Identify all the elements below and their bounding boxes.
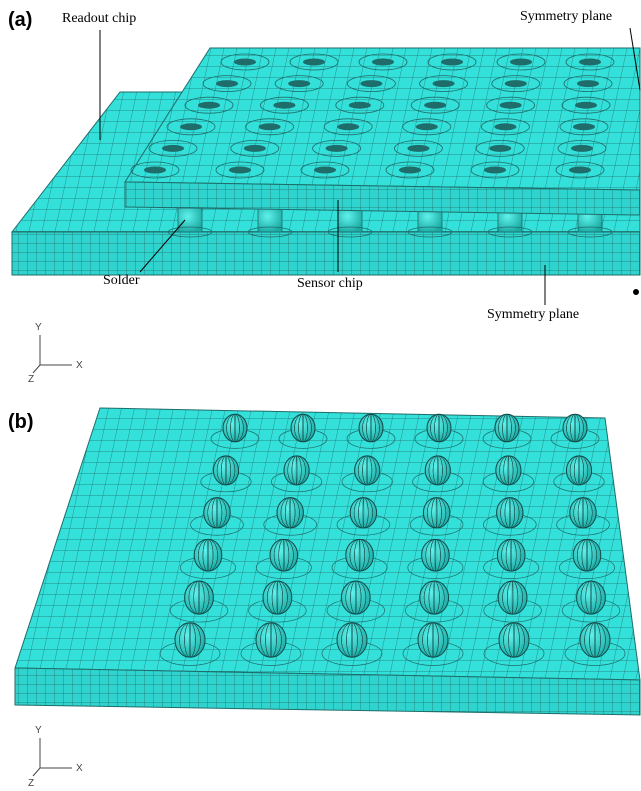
pad: [198, 102, 220, 109]
pad: [372, 59, 394, 66]
marker-dot: [633, 289, 639, 295]
readout-top-mesh: [15, 408, 640, 680]
figure: (a) Readout chip Symmetry plane Solder S…: [0, 0, 641, 791]
panel-a: (a) Readout chip Symmetry plane Solder S…: [8, 9, 640, 385]
axis-label: X: [76, 763, 83, 774]
pad: [571, 145, 593, 152]
annotation: Symmetry plane: [520, 9, 612, 24]
axis-triad: Y X Z: [28, 322, 83, 385]
annotation: Solder: [103, 273, 140, 288]
pad: [349, 102, 371, 109]
pad: [510, 59, 532, 66]
pad: [573, 123, 595, 130]
annotation: Sensor chip: [297, 276, 363, 291]
pad: [259, 123, 281, 130]
pad: [337, 123, 359, 130]
axis-label: X: [76, 360, 83, 371]
pad: [494, 123, 516, 130]
pad: [489, 145, 511, 152]
annotation: Symmetry plane: [487, 307, 579, 322]
pad: [416, 123, 438, 130]
solder: [258, 208, 282, 232]
pad: [326, 145, 348, 152]
axis-triad: Y X Z: [28, 725, 83, 789]
pad: [577, 80, 599, 87]
pad: [234, 59, 256, 66]
panel-label: (b): [8, 411, 34, 433]
pad: [180, 123, 202, 130]
pad: [424, 102, 446, 109]
readout-front-mesh: [12, 232, 640, 275]
pad: [244, 145, 266, 152]
pad: [288, 80, 310, 87]
pad: [500, 102, 522, 109]
pad: [144, 167, 166, 174]
pad: [399, 167, 421, 174]
pad: [229, 167, 251, 174]
pad: [505, 80, 527, 87]
pad: [216, 80, 238, 87]
pad: [441, 59, 463, 66]
pad: [162, 145, 184, 152]
pad: [314, 167, 336, 174]
pad: [579, 59, 601, 66]
pad: [484, 167, 506, 174]
pad: [433, 80, 455, 87]
axis-label: Z: [28, 778, 34, 789]
solder: [338, 208, 362, 232]
solder: [178, 208, 202, 232]
panel-b: (b) Y X Z: [8, 408, 640, 789]
panel-label: (a): [8, 9, 32, 31]
pad: [569, 167, 591, 174]
axis-label: Y: [35, 322, 42, 333]
pad: [273, 102, 295, 109]
pad: [360, 80, 382, 87]
sensor-top-mesh: [125, 48, 640, 190]
axis-label: Z: [28, 374, 34, 385]
pad: [303, 59, 325, 66]
axis-label: Y: [35, 725, 42, 736]
pad: [575, 102, 597, 109]
annotation: Readout chip: [62, 11, 136, 26]
pad: [407, 145, 429, 152]
